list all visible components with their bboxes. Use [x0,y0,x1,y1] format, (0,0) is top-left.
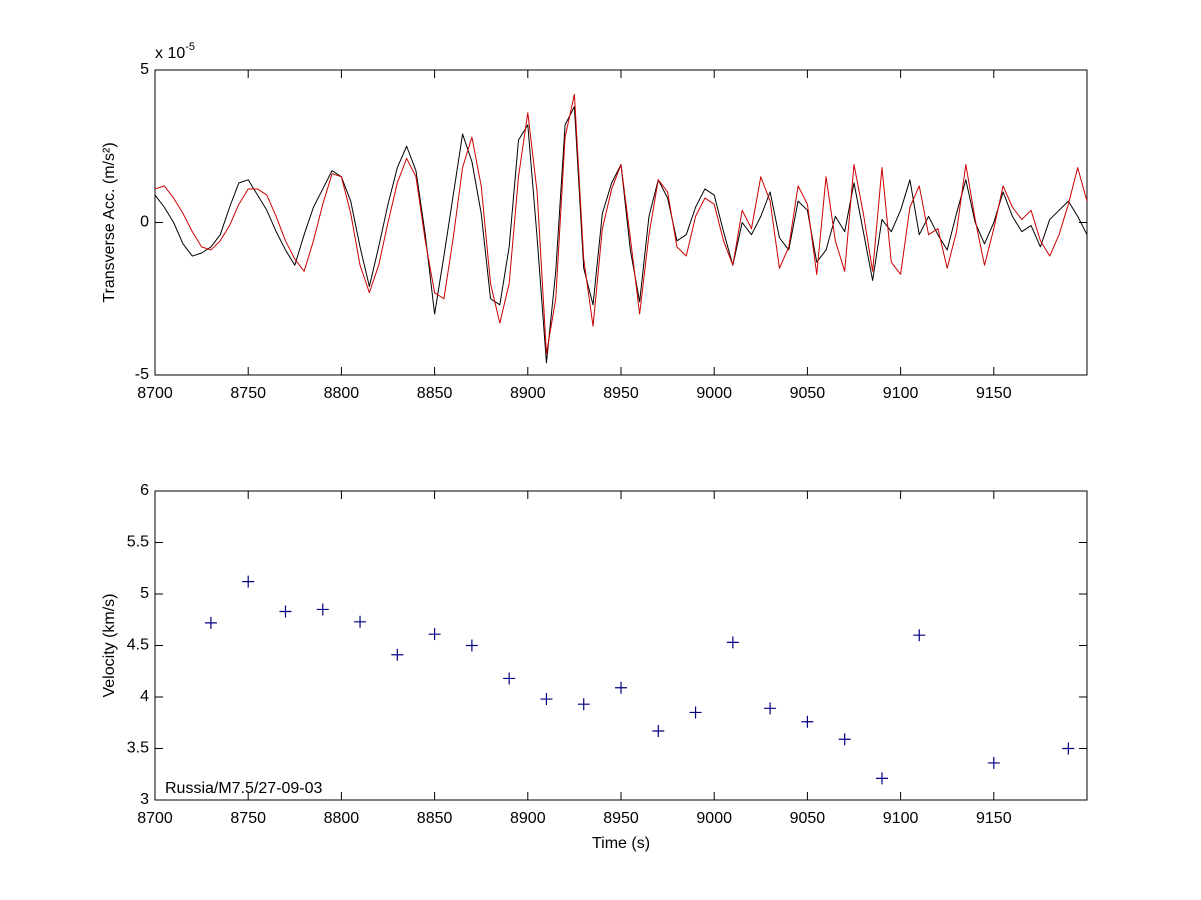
data-point [204,616,217,629]
y-tick-label: 5 [140,61,149,78]
data-point [465,639,478,652]
y-tick-label: 5.5 [127,534,149,551]
x-tick-label: 8700 [137,810,173,827]
data-point [428,628,441,641]
y-tick-label: -5 [135,366,149,383]
x-tick-label: 8800 [324,385,360,402]
x-tick-label: 8900 [510,810,546,827]
data-point [354,615,367,628]
data-point [1062,742,1075,755]
x-tick-label: 8750 [230,385,266,402]
x-tick-label: 9050 [790,810,826,827]
data-point [615,681,627,694]
y-multiplier: x 10-5 [155,41,195,62]
data-point [279,605,292,618]
plot-frame [154,69,1088,376]
x-axis-label: Time (s) [592,835,650,852]
data-point [875,772,888,785]
y-tick-label: 4 [140,688,149,705]
plot-frame [154,490,1088,801]
y-tick-label: 5 [140,585,149,602]
x-tick-label: 9100 [883,810,919,827]
data-point [577,698,590,711]
data-point [316,603,329,616]
waveform-line [154,93,1088,355]
x-tick-label: 8850 [417,385,453,402]
y-tick-label: 6 [140,482,149,499]
x-tick-label: 8950 [603,810,639,827]
y-tick-label: 4.5 [127,637,149,654]
y-tick-label: 0 [140,214,149,231]
x-tick-label: 8950 [603,385,639,402]
data-point [913,629,926,642]
data-point [801,715,814,728]
multiplier-exponent: -5 [185,41,195,53]
y-axis-label: Velocity (km/s) [101,593,118,697]
data-point [689,706,702,719]
x-tick-label: 8750 [230,810,266,827]
axes: 8700 8750 8800 8850 8900 8950 9000 9050 9100 9150… [101,482,1088,852]
x-tick-label: 8900 [510,385,546,402]
y-axis-label: Transverse Acc. (m/s²) [101,142,118,302]
data-point [838,733,851,746]
x-tick-label: 8850 [417,810,453,827]
data-point [726,636,739,649]
x-tick-label: 9150 [976,385,1012,402]
data-point [652,724,665,737]
data-point [987,756,1000,769]
x-tick-label: 9100 [883,385,919,402]
y-tick-label: 3.5 [127,740,149,757]
data-point [242,575,255,588]
x-tick-label: 9150 [976,810,1012,827]
y-tick-label: 3 [140,791,149,808]
x-tick-label: 8800 [324,810,360,827]
data-point [503,672,516,685]
multiplier-base: x 10 [155,45,185,62]
x-tick-label: 9050 [790,385,826,402]
annotation: Russia/M7.5/27-09-03 [165,780,323,797]
axes: 8700 8750 8800 8850 8900 8950 9000 9050 9100 9150… [101,41,1088,402]
data-point [540,693,553,706]
x-tick-label: 9000 [696,385,732,402]
x-tick-label: 9000 [696,810,732,827]
x-tick-label: 8700 [137,385,173,402]
data-point [764,702,777,715]
data-point [391,648,404,661]
